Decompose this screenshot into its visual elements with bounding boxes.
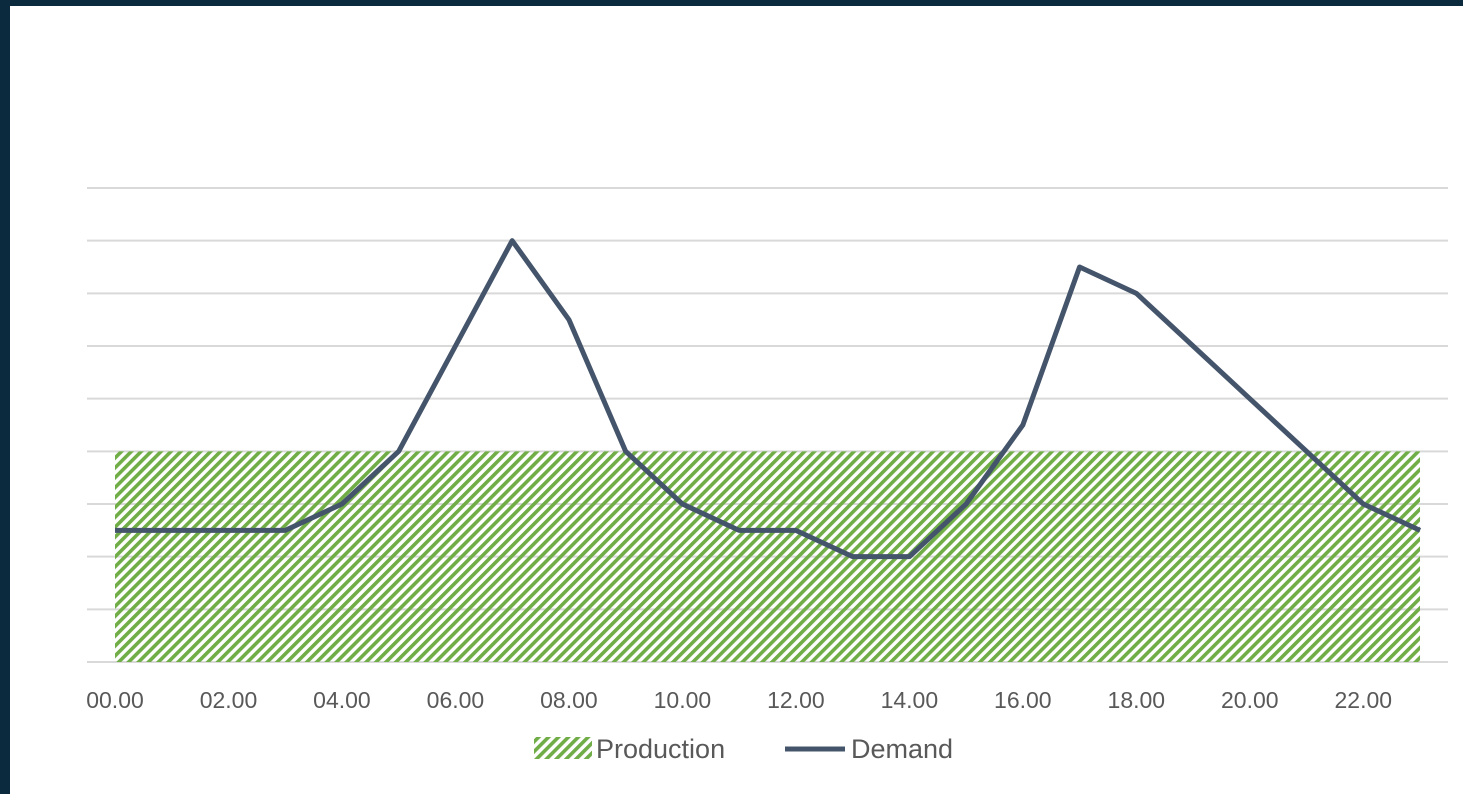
legend-demand-label: Demand	[851, 734, 953, 764]
x-tick-label: 22.00	[1334, 687, 1392, 713]
production-area	[115, 451, 1421, 662]
x-tick-label: 00.00	[86, 687, 144, 713]
chart-frame: 00.00 02.00 04.00 06.00 08.00 10.00 12.00 14.00…	[10, 6, 1463, 794]
legend: Production Demand	[534, 734, 953, 764]
x-tick-label: 14.00	[881, 687, 939, 713]
x-tick-label: 12.00	[767, 687, 825, 713]
legend-production-label: Production	[596, 734, 725, 764]
production-area-layer	[115, 451, 1421, 662]
x-tick-label: 18.00	[1108, 687, 1166, 713]
demand-line	[115, 238, 1422, 560]
x-tick-label: 16.00	[994, 687, 1052, 713]
x-axis-tick-labels: 00.00 02.00 04.00 06.00 08.00 10.00 12.00 14.00…	[86, 687, 1392, 713]
line-chart: 00.00 02.00 04.00 06.00 08.00 10.00 12.00 14.00…	[86, 187, 1448, 764]
x-tick-label: 02.00	[200, 687, 258, 713]
x-tick-label: 06.00	[427, 687, 485, 713]
demand-line-layer	[114, 238, 1422, 560]
x-tick-label: 10.00	[654, 687, 712, 713]
x-tick-label: 20.00	[1221, 687, 1279, 713]
x-tick-label: 04.00	[313, 687, 371, 713]
legend-production-swatch	[534, 737, 592, 759]
x-tick-label: 08.00	[540, 687, 598, 713]
